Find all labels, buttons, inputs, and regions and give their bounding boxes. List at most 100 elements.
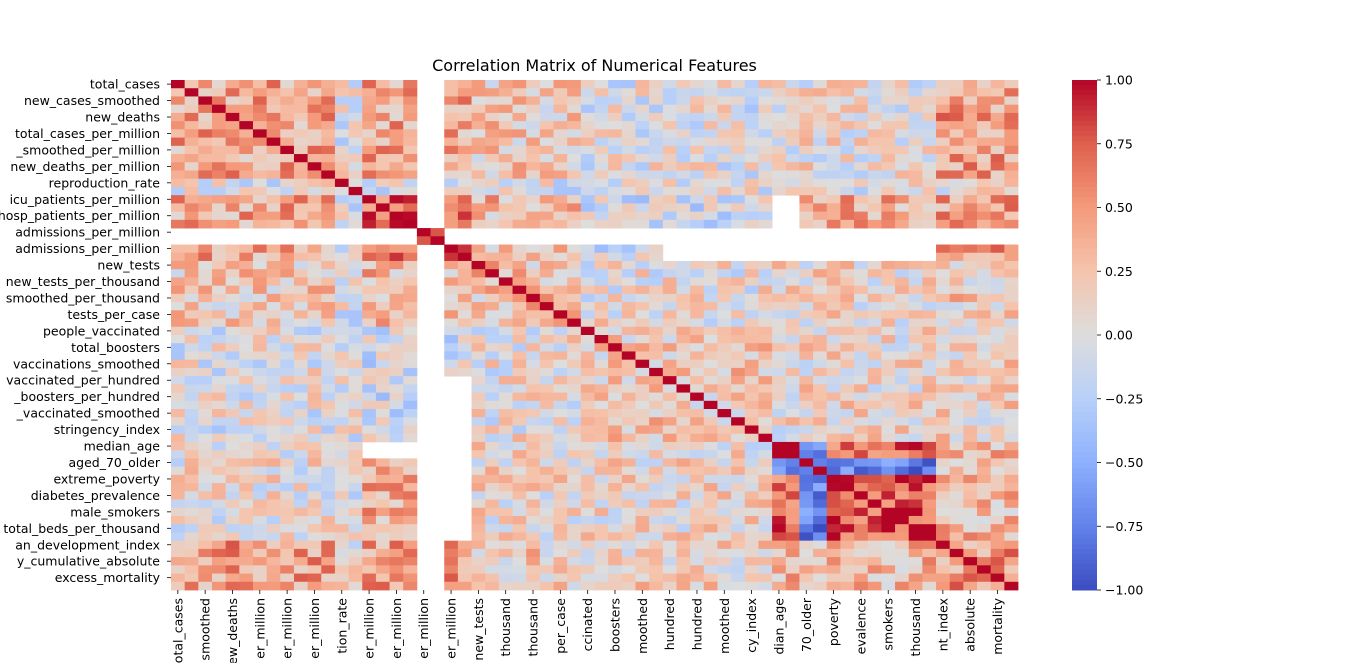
heatmap-cell xyxy=(348,425,363,435)
heatmap-cell xyxy=(553,104,568,114)
heatmap-cell xyxy=(772,474,787,484)
heatmap-cell xyxy=(881,515,896,525)
heatmap-cell xyxy=(512,548,527,558)
heatmap-cell xyxy=(362,80,377,89)
heatmap-cell xyxy=(498,162,513,171)
heatmap-cell xyxy=(963,145,978,155)
heatmap-cell xyxy=(744,211,759,221)
heatmap-cell xyxy=(772,540,787,550)
heatmap-cell xyxy=(649,318,664,328)
heatmap-cell xyxy=(608,376,623,385)
heatmap-cell xyxy=(457,573,472,583)
heatmap-cell xyxy=(512,367,527,377)
heatmap-cell xyxy=(895,450,910,459)
heatmap-cell xyxy=(785,310,800,319)
colorbar-segment xyxy=(1072,166,1097,173)
heatmap-cell xyxy=(908,474,923,484)
heatmap-cell xyxy=(498,458,513,468)
heatmap-cell xyxy=(676,195,691,204)
heatmap-cell xyxy=(977,343,992,352)
heatmap-cell xyxy=(635,581,650,591)
heatmap-cell xyxy=(963,524,978,533)
heatmap-cell xyxy=(949,417,964,426)
heatmap-cell xyxy=(963,499,978,509)
heatmap-cell xyxy=(457,112,472,122)
heatmap-cell xyxy=(184,343,199,352)
heatmap-cell xyxy=(949,400,964,410)
heatmap-cell xyxy=(717,540,732,550)
colorbar-segment xyxy=(1072,488,1097,494)
y-tick-label: new_tests xyxy=(97,258,160,273)
heatmap-cell xyxy=(977,326,992,336)
heatmap-cell xyxy=(594,367,609,377)
heatmap-cell xyxy=(867,466,882,476)
heatmap-cell xyxy=(635,540,650,550)
heatmap-cell xyxy=(567,335,582,344)
heatmap-cell xyxy=(471,170,486,180)
heatmap-cell xyxy=(854,367,869,377)
heatmap-cell xyxy=(690,310,705,319)
heatmap-cell xyxy=(198,293,213,303)
colorbar-segment xyxy=(1072,503,1097,509)
heatmap-cell xyxy=(813,384,828,393)
heatmap-cell xyxy=(198,507,213,517)
heatmap-cell xyxy=(977,565,992,574)
heatmap-cell xyxy=(403,162,418,171)
heatmap-cell xyxy=(239,170,254,180)
heatmap-cell xyxy=(895,343,910,352)
heatmap-cell xyxy=(198,499,213,509)
heatmap-cell xyxy=(758,581,773,591)
heatmap-cell xyxy=(498,96,513,106)
heatmap-cell xyxy=(676,96,691,106)
heatmap-cell xyxy=(389,178,404,188)
heatmap-cell xyxy=(785,121,800,130)
heatmap-cell xyxy=(457,285,472,295)
heatmap-cell xyxy=(252,302,268,311)
heatmap-cell xyxy=(293,335,309,344)
heatmap-cell xyxy=(662,384,677,393)
heatmap-cell xyxy=(867,335,882,344)
heatmap-cell xyxy=(936,195,951,204)
heatmap-cell xyxy=(867,326,882,336)
heatmap-cell xyxy=(375,540,390,550)
heatmap-cell xyxy=(895,581,910,591)
heatmap-cell xyxy=(334,252,349,262)
heatmap-cell xyxy=(990,104,1005,114)
colorbar-tick-label: 0.25 xyxy=(1105,264,1133,279)
heatmap-cell xyxy=(649,104,664,114)
heatmap-cell xyxy=(321,203,336,213)
heatmap-cell xyxy=(744,162,759,171)
heatmap-cell xyxy=(539,548,554,558)
heatmap-cell xyxy=(375,326,390,336)
heatmap-cell xyxy=(348,80,363,89)
heatmap-cell xyxy=(444,285,459,295)
colorbar-segment xyxy=(1072,131,1097,137)
heatmap-cell xyxy=(266,392,281,402)
heatmap-cell xyxy=(457,269,472,278)
heatmap-cell xyxy=(348,244,363,254)
heatmap-cell xyxy=(826,376,841,385)
heatmap-cell xyxy=(772,302,787,311)
heatmap-cell xyxy=(662,565,677,574)
heatmap-cell xyxy=(826,260,841,270)
heatmap-cell xyxy=(211,581,227,591)
heatmap-cell xyxy=(703,351,718,361)
heatmap-cell xyxy=(690,293,705,303)
heatmap-cell xyxy=(375,96,390,106)
heatmap-cell xyxy=(799,515,814,525)
heatmap-cell xyxy=(485,104,500,114)
heatmap-cell xyxy=(949,573,964,583)
heatmap-cell xyxy=(867,425,882,435)
heatmap-cell xyxy=(389,203,404,213)
heatmap-cell xyxy=(321,121,336,130)
heatmap-cell xyxy=(977,392,992,402)
colorbar-segment xyxy=(1072,319,1097,326)
heatmap-cell xyxy=(608,483,623,492)
heatmap-cell xyxy=(826,277,841,287)
heatmap-cell xyxy=(362,548,377,558)
heatmap-cell xyxy=(621,203,636,213)
heatmap-cell xyxy=(949,219,964,229)
heatmap-cell xyxy=(375,145,390,155)
heatmap-cell xyxy=(772,458,787,468)
heatmap-cell xyxy=(717,573,732,583)
